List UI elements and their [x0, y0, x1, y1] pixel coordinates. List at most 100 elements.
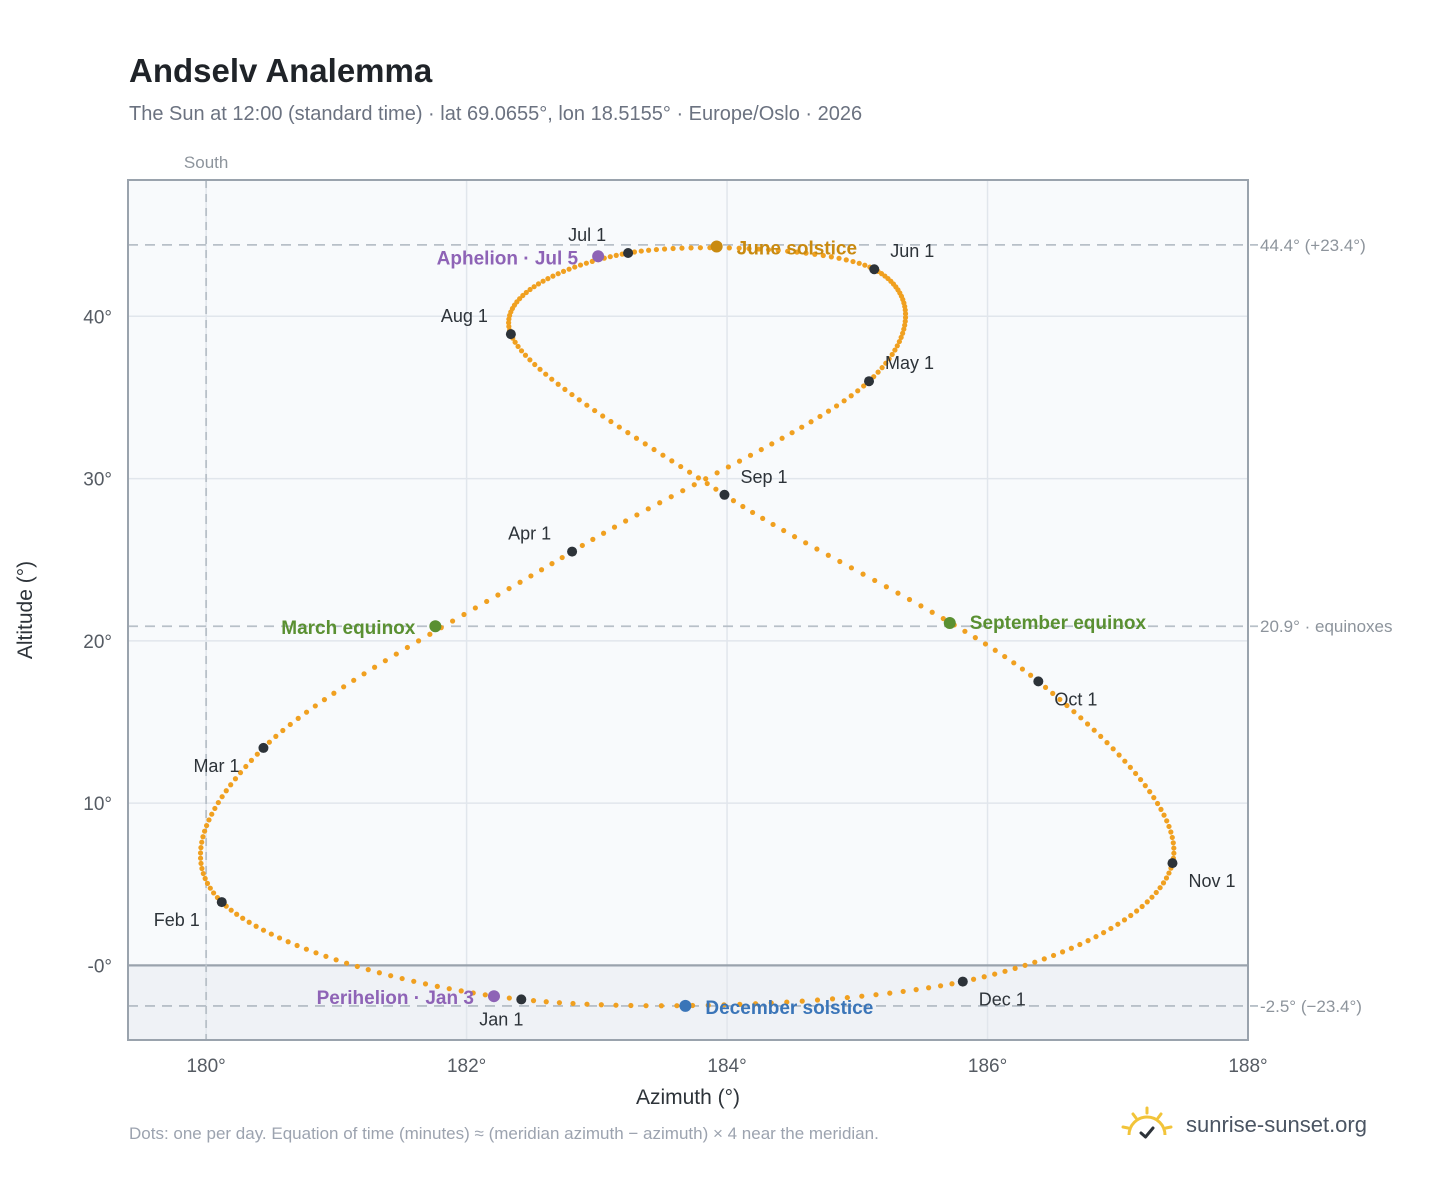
- daily-sun-dot: [331, 690, 337, 696]
- daily-sun-dot: [1166, 870, 1172, 876]
- daily-sun-dot: [872, 577, 878, 584]
- daily-sun-dot: [758, 446, 764, 453]
- daily-sun-dot: [657, 500, 663, 506]
- daily-sun-dot: [285, 939, 291, 945]
- month-marker[interactable]: [505, 329, 516, 340]
- month-label: Oct 1: [1054, 689, 1097, 709]
- daily-sun-dot: [661, 246, 668, 252]
- daily-sun-dot: [246, 919, 252, 925]
- month-label: Mar 1: [193, 756, 239, 776]
- daily-sun-dot: [559, 554, 565, 561]
- month-marker[interactable]: [216, 897, 227, 908]
- month-marker[interactable]: [864, 376, 875, 387]
- daily-sun-dot: [411, 978, 417, 984]
- daily-sun-dot: [875, 369, 881, 375]
- daily-sun-dot: [1147, 789, 1153, 795]
- daily-sun-dot: [1115, 921, 1121, 927]
- daily-sun-dot: [1161, 812, 1167, 818]
- daily-sun-dot: [1098, 733, 1104, 740]
- month-marker[interactable]: [567, 546, 578, 557]
- chart-title: Andselv Analemma: [129, 52, 433, 89]
- daily-sun-dot: [828, 254, 834, 260]
- month-marker[interactable]: [1033, 676, 1044, 687]
- daily-sun-dot: [517, 579, 523, 585]
- daily-sun-dot: [303, 946, 309, 952]
- daily-sun-dot: [1028, 672, 1034, 678]
- daily-sun-dot: [312, 703, 318, 709]
- event-label: December solstice: [705, 998, 873, 1019]
- daily-sun-dot: [779, 435, 785, 441]
- daily-sun-dot: [829, 996, 836, 1002]
- daily-sun-dot: [531, 284, 537, 290]
- daily-sun-dot: [197, 850, 204, 856]
- event-marker[interactable]: [429, 620, 442, 633]
- daily-sun-dot: [841, 398, 847, 404]
- daily-sun-dot: [848, 565, 855, 571]
- daily-sun-dot: [1022, 962, 1028, 968]
- daily-sun-dot: [721, 1002, 727, 1008]
- daily-sun-dot: [295, 715, 301, 721]
- daily-sun-dot: [1168, 829, 1174, 835]
- daily-sun-dot: [725, 464, 731, 470]
- month-marker[interactable]: [719, 489, 730, 500]
- daily-sun-dot: [538, 567, 545, 573]
- month-marker[interactable]: [1167, 858, 1178, 869]
- event-marker[interactable]: [679, 999, 692, 1012]
- daily-sun-dot: [860, 571, 866, 577]
- daily-sun-dot: [631, 249, 638, 255]
- daily-sun-dot: [1068, 945, 1074, 951]
- daily-sun-dot: [393, 651, 399, 657]
- month-marker[interactable]: [258, 742, 269, 753]
- y-tick-label: 40°: [83, 307, 112, 328]
- daily-sun-dot: [576, 397, 582, 403]
- daily-sun-dot: [1170, 840, 1176, 846]
- daily-sun-dot: [1084, 721, 1091, 727]
- daily-sun-dot: [906, 596, 913, 603]
- month-marker[interactable]: [957, 976, 968, 987]
- daily-sun-dot: [243, 763, 249, 770]
- event-label: Perihelion · Jan 3: [317, 988, 474, 1009]
- event-marker[interactable]: [487, 990, 500, 1003]
- daily-sun-dot: [404, 644, 410, 651]
- daily-sun-dot: [530, 998, 537, 1004]
- daily-sun-dot: [770, 521, 776, 528]
- daily-sun-dot: [219, 794, 225, 800]
- daily-sun-dot: [611, 524, 618, 530]
- daily-sun-dot: [814, 997, 821, 1003]
- daily-sun-dot: [199, 839, 205, 845]
- daily-sun-dot: [1171, 845, 1177, 851]
- daily-sun-dot: [850, 258, 856, 265]
- daily-sun-dot: [1137, 776, 1144, 783]
- daily-sun-dot: [791, 534, 798, 540]
- x-tick-label: 188°: [1228, 1056, 1267, 1077]
- daily-sun-dot: [1041, 956, 1047, 962]
- month-marker[interactable]: [623, 248, 634, 259]
- daily-sun-dot: [913, 987, 919, 993]
- daily-sun-dot: [680, 488, 686, 494]
- daily-sun-dot: [1139, 903, 1145, 910]
- daily-sun-dot: [713, 486, 719, 492]
- daily-sun-dot: [817, 413, 823, 420]
- daily-sun-dot: [276, 935, 283, 941]
- daily-sun-dot: [560, 268, 567, 274]
- daily-sun-dot: [825, 408, 832, 414]
- daily-sun-dot: [376, 970, 382, 976]
- brand[interactable]: sunrise-sunset.org: [1120, 1100, 1367, 1150]
- event-label: June solstice: [737, 239, 857, 260]
- daily-sun-dot: [714, 470, 720, 476]
- daily-sun-dot: [535, 281, 542, 287]
- daily-sun-dot: [260, 927, 267, 933]
- daily-sun-dot: [600, 413, 606, 419]
- daily-sun-dot: [873, 992, 879, 998]
- daily-sun-dot: [1104, 740, 1110, 746]
- daily-sun-dot: [981, 974, 987, 980]
- daily-sun-dot: [1157, 885, 1163, 891]
- month-marker[interactable]: [516, 994, 527, 1005]
- month-marker[interactable]: [869, 264, 880, 275]
- event-marker[interactable]: [710, 240, 723, 253]
- event-marker[interactable]: [592, 250, 605, 263]
- plot-frame: [127, 179, 1249, 1041]
- y-axis-title: Altitude (°): [14, 561, 37, 659]
- daily-sun-dot: [794, 249, 800, 255]
- event-marker[interactable]: [943, 616, 956, 629]
